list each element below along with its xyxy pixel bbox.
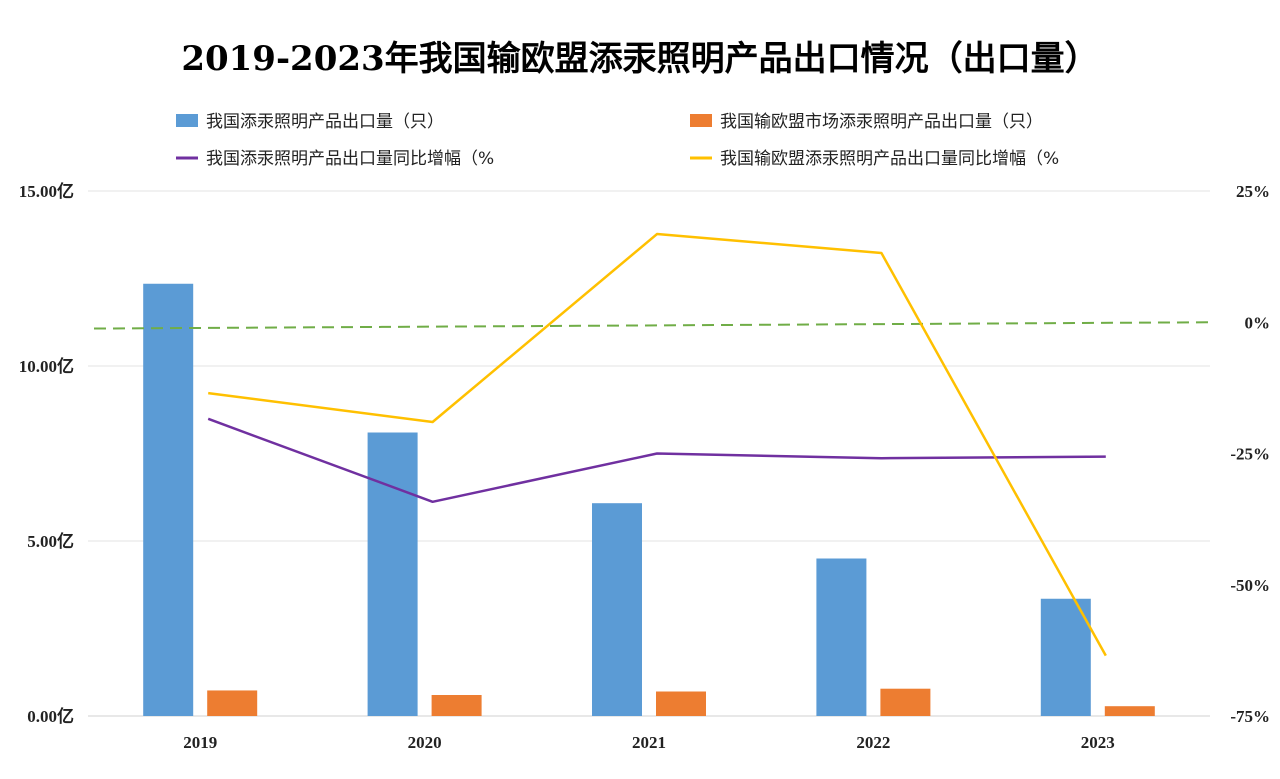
chart-title: 2019-2023年我国输欧盟添汞照明产品出口情况（出口量）: [181, 39, 1098, 79]
lines: [207, 232, 1107, 657]
left-tick-label: 5.00亿: [27, 531, 74, 551]
x-tick-label: 2021: [632, 733, 666, 752]
legend-label: 我国输欧盟添汞照明产品出口量同比增幅（%: [720, 149, 1059, 169]
legend-item-domestic-export-volume: 我国添汞照明产品出口量（只）: [176, 112, 444, 132]
right-tick-label: 0%: [1245, 313, 1271, 332]
bars: [143, 283, 1155, 716]
line-domestic-yoy-growth: [207, 417, 1106, 504]
right-tick-label: -50%: [1230, 576, 1270, 595]
x-tick-label: 2022: [856, 733, 890, 752]
legend-label: 我国添汞照明产品出口量（只）: [206, 112, 444, 132]
bar-domestic-export: [592, 503, 642, 716]
right-tick-label: -75%: [1230, 707, 1270, 726]
bar-eu-export: [431, 695, 482, 716]
zero-reference-line: [93, 321, 1213, 330]
x-tick-label: 2023: [1081, 733, 1115, 752]
legend-item-eu-export-volume: 我国输欧盟市场添汞照明产品出口量（只）: [690, 112, 1043, 132]
bar-eu-export: [207, 690, 258, 716]
legend-label: 我国输欧盟市场添汞照明产品出口量（只）: [720, 112, 1043, 132]
reference-line: [93, 321, 1213, 330]
bar-domestic-export: [367, 432, 418, 716]
legend-swatch: [176, 114, 198, 127]
legend-item-domestic-yoy-growth: 我国添汞照明产品出口量同比增幅（%: [176, 149, 494, 169]
right-tick-label: -25%: [1230, 445, 1270, 464]
gridlines: [88, 190, 1210, 717]
legend: 我国添汞照明产品出口量（只） 我国输欧盟市场添汞照明产品出口量（只） 我国添汞照…: [176, 112, 1059, 169]
bar-domestic-export: [1040, 598, 1091, 716]
left-axis: 0.00亿 5.00亿 10.00亿 15.00亿: [19, 181, 74, 726]
bar-domestic-export: [816, 558, 867, 716]
left-tick-label: 15.00亿: [19, 181, 74, 201]
bar-eu-export: [656, 691, 706, 716]
legend-label: 我国添汞照明产品出口量同比增幅（%: [206, 149, 494, 169]
bar-eu-export: [880, 688, 931, 716]
x-tick-label: 2019: [183, 733, 217, 752]
legend-swatch: [690, 114, 712, 127]
left-tick-label: 0.00亿: [27, 706, 74, 726]
left-tick-label: 10.00亿: [19, 356, 74, 376]
bar-domestic-export: [143, 283, 194, 716]
x-axis: 2019 2020 2021 2022 2023: [183, 733, 1115, 752]
right-axis: -75% -50% -25% 0% 25%: [1230, 182, 1270, 726]
legend-item-eu-yoy-growth: 我国输欧盟添汞照明产品出口量同比增幅（%: [690, 149, 1059, 169]
right-tick-label: 25%: [1236, 182, 1270, 201]
x-tick-label: 2020: [408, 733, 442, 752]
line-eu-yoy-growth: [208, 232, 1107, 657]
bar-eu-export: [1104, 706, 1155, 716]
